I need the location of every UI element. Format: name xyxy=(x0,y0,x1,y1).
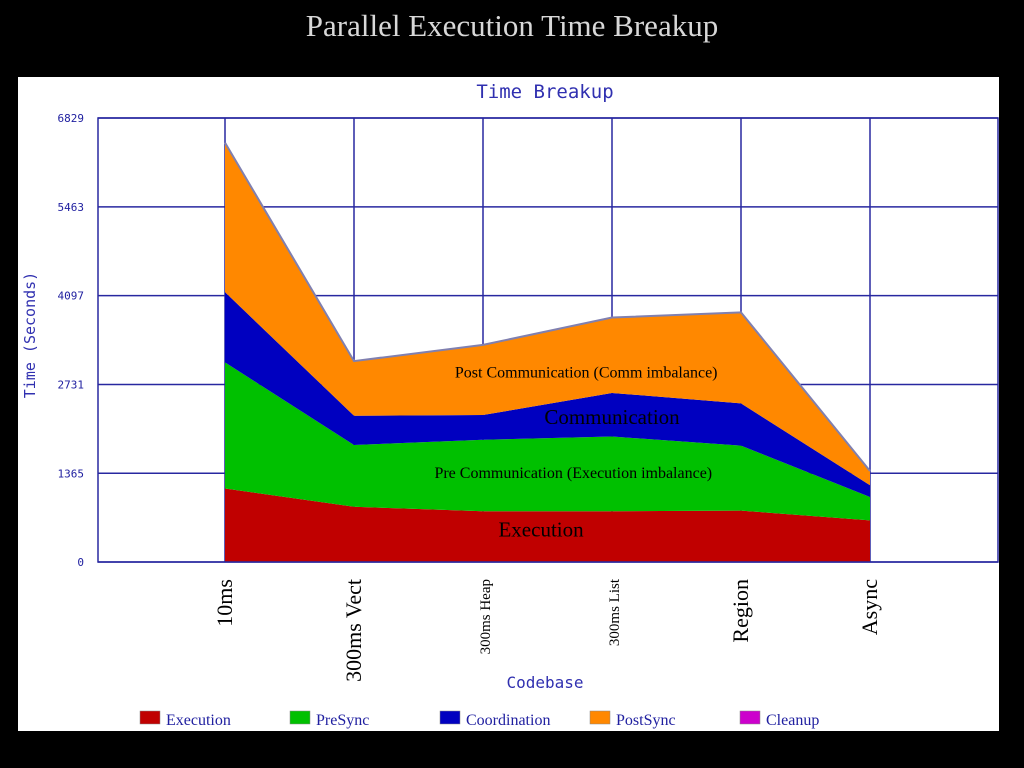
legend-label-postsync: PostSync xyxy=(616,712,676,729)
legend-label-coordination: Coordination xyxy=(466,712,550,729)
area-execution xyxy=(225,488,870,562)
y-tick-label: 2731 xyxy=(58,378,85,391)
x-tick-label: 300ms Heap xyxy=(478,579,494,654)
chart-annotation: Pre Communication (Execution imbalance) xyxy=(434,465,712,482)
x-tick-labels: 10ms 300ms Vect 300ms Heap 300ms List Region… xyxy=(212,578,882,682)
y-axis-label: Time (Seconds) xyxy=(21,272,39,398)
legend-swatch-cleanup xyxy=(739,710,761,725)
stacked-areas xyxy=(224,142,871,562)
x-axis-label: Codebase xyxy=(506,673,583,692)
chart-annotation: Post Communication (Comm imbalance) xyxy=(455,364,718,381)
area-presync xyxy=(225,362,870,521)
x-tick-label: 10ms xyxy=(212,579,237,627)
chart-annotation: Communication xyxy=(544,405,680,429)
y-tick-label: 6829 xyxy=(58,112,85,125)
x-tick-label: 300ms List xyxy=(607,578,623,646)
x-tick-label: Region xyxy=(728,579,753,643)
legend-swatch-postsync xyxy=(589,710,611,725)
y-tick-label: 4097 xyxy=(58,290,85,303)
legend-swatch-coordination xyxy=(439,710,461,725)
annotations: Post Communication (Comm imbalance) Commu… xyxy=(434,364,717,541)
axes: 0 1365 2731 4097 5463 6829 xyxy=(58,112,999,569)
chart-annotation: Execution xyxy=(498,518,584,542)
plot-frame xyxy=(97,117,999,563)
time-breakup-chart: Time Breakup 0 1365 2731 4097 5463 6829 Time … xyxy=(21,81,999,729)
x-tick-label: Async xyxy=(857,579,882,635)
legend: Execution PreSync Coordination PostSync Clea… xyxy=(139,710,819,729)
y-tick-label: 0 xyxy=(77,556,84,569)
x-tick-label: 300ms Vect xyxy=(341,579,366,682)
stack-top-outline xyxy=(224,142,871,472)
slide-title: Parallel Execution Time Breakup xyxy=(305,8,719,43)
legend-swatch-execution xyxy=(139,710,161,725)
legend-label-execution: Execution xyxy=(166,712,231,729)
y-tick-label: 1365 xyxy=(58,467,85,480)
area-postsync xyxy=(225,142,870,486)
y-tick-label: 5463 xyxy=(58,201,85,214)
chart-title: Time Breakup xyxy=(476,81,613,103)
legend-label-cleanup: Cleanup xyxy=(766,712,819,729)
chart-panel: Time Breakup 0 1365 2731 4097 5463 6829 Time … xyxy=(18,77,999,731)
legend-swatch-presync xyxy=(289,710,311,725)
legend-label-presync: PreSync xyxy=(316,712,369,729)
